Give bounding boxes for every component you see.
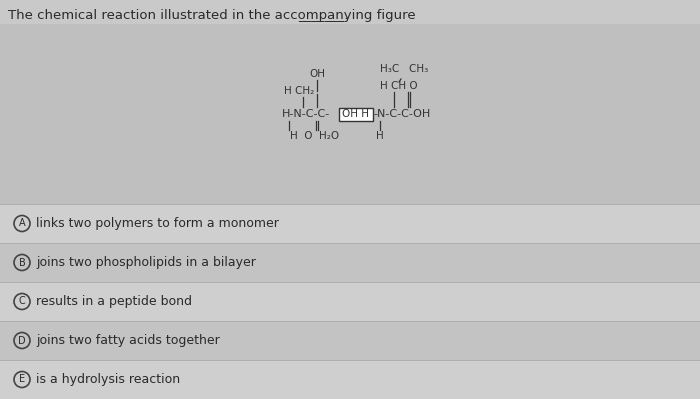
Text: H: H [376,131,384,141]
Text: results in a peptide bond: results in a peptide bond [36,295,192,308]
Text: OH H: OH H [342,109,370,119]
Text: H CH O: H CH O [380,81,418,91]
Text: C: C [19,296,25,306]
Bar [0,321,700,360]
Text: joins two phospholipids in a bilayer: joins two phospholipids in a bilayer [36,256,256,269]
Bar [0,204,700,243]
Text: joins two fatty acids together: joins two fatty acids together [36,334,220,347]
Text: -N-C-C-OH: -N-C-C-OH [373,109,430,119]
Text: is a hydrolysis reaction: is a hydrolysis reaction [36,373,180,386]
Text: The chemical reaction illustrated in the accompanying figure: The chemical reaction illustrated in the… [8,9,420,22]
Text: OH: OH [309,69,325,79]
Bar [0,24,700,204]
Text: H  O  H₂O: H O H₂O [290,131,340,141]
Bar [339,108,373,121]
Bar [0,243,700,282]
Text: H-N-C-C-: H-N-C-C- [282,109,330,119]
Bar [0,282,700,321]
Text: H CH₂: H CH₂ [284,86,314,96]
Text: A: A [19,219,25,229]
Text: _______.: _______. [298,9,349,22]
Text: D: D [18,336,26,346]
Text: H₃C   CH₃: H₃C CH₃ [380,64,428,74]
Text: links two polymers to form a monomer: links two polymers to form a monomer [36,217,279,230]
Text: E: E [19,375,25,385]
Text: B: B [19,257,25,267]
Bar [0,360,700,399]
